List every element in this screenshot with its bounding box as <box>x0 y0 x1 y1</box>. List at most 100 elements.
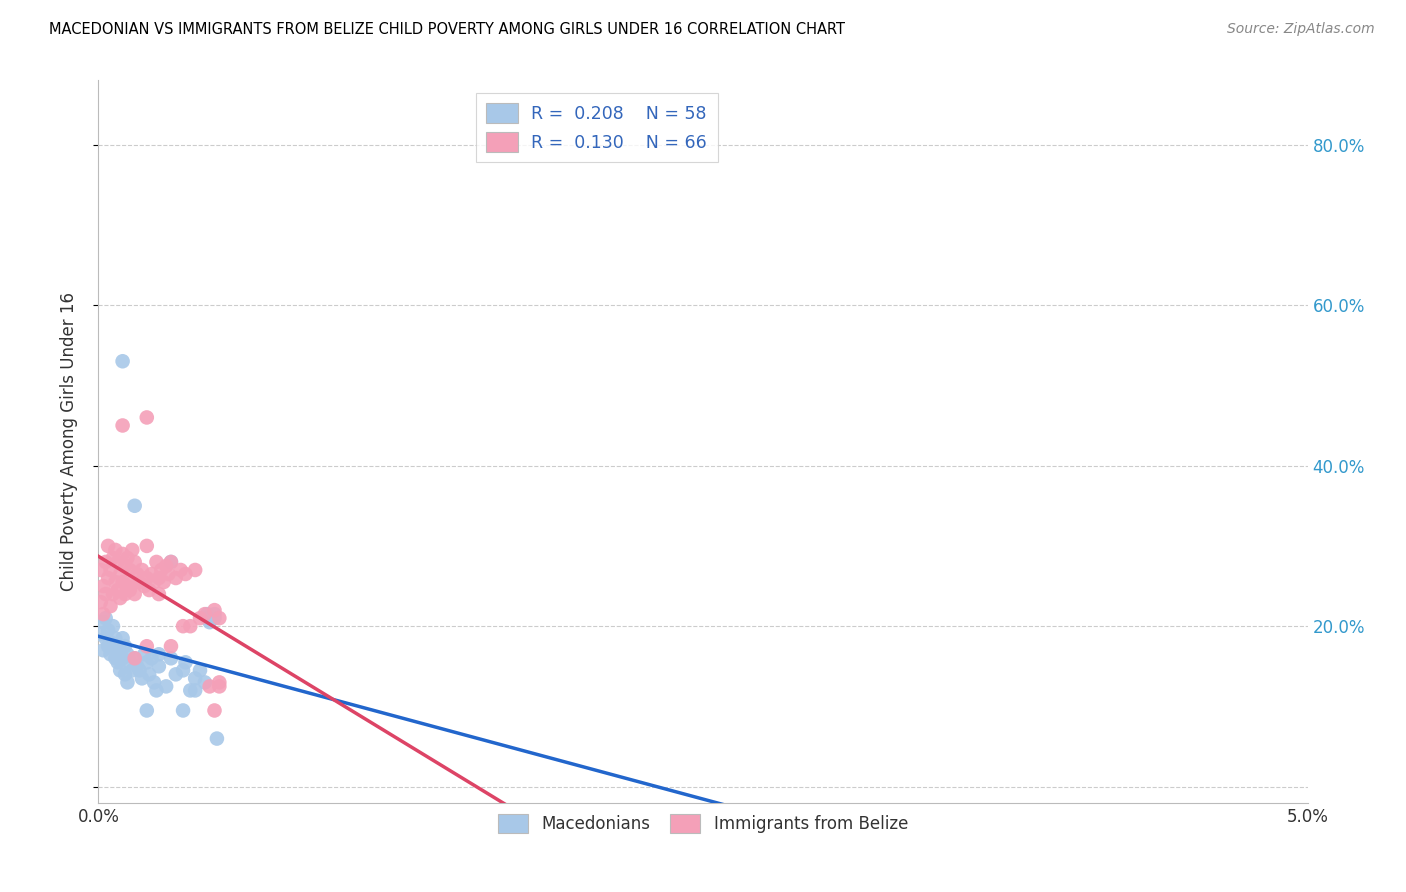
Point <box>155 558 177 573</box>
Point <box>204 603 226 617</box>
Point <box>127 659 149 673</box>
Point <box>184 683 207 698</box>
Point <box>104 632 127 646</box>
Point <box>204 607 226 621</box>
Point <box>174 567 197 582</box>
Point <box>204 703 226 717</box>
Point <box>134 579 156 593</box>
Point <box>138 583 160 598</box>
Point <box>208 611 231 625</box>
Text: Source: ZipAtlas.com: Source: ZipAtlas.com <box>1227 22 1375 37</box>
Point <box>128 664 150 678</box>
Point <box>131 563 153 577</box>
Point <box>101 639 124 653</box>
Point <box>114 558 136 573</box>
Point <box>208 680 231 694</box>
Point <box>111 354 134 368</box>
Point <box>204 611 226 625</box>
Point <box>97 571 120 585</box>
Point <box>118 563 141 577</box>
Point <box>108 643 131 657</box>
Point <box>107 555 129 569</box>
Point <box>121 574 143 589</box>
Point <box>100 599 122 614</box>
Point <box>114 667 136 681</box>
Point <box>148 659 170 673</box>
Point <box>148 648 170 662</box>
Point <box>118 655 141 669</box>
Point <box>117 648 139 662</box>
Point <box>160 651 183 665</box>
Point <box>141 567 163 582</box>
Point <box>108 591 131 606</box>
Point <box>111 418 134 433</box>
Point <box>124 587 146 601</box>
Point <box>188 664 211 678</box>
Point <box>165 571 187 585</box>
Point <box>117 675 139 690</box>
Point <box>114 639 136 653</box>
Point <box>100 648 122 662</box>
Point <box>127 567 149 582</box>
Point <box>160 555 183 569</box>
Point <box>101 551 124 566</box>
Point <box>195 611 218 625</box>
Point <box>124 499 146 513</box>
Point <box>143 675 166 690</box>
Point <box>91 615 114 630</box>
Point <box>108 664 131 678</box>
Point <box>100 635 122 649</box>
Point <box>117 579 139 593</box>
Point <box>148 571 170 585</box>
Point <box>195 607 218 621</box>
Point <box>101 619 124 633</box>
Point <box>155 680 177 694</box>
Point <box>135 410 157 425</box>
Point <box>104 542 127 557</box>
Point <box>141 651 163 665</box>
Point <box>117 551 139 566</box>
Point <box>94 611 117 625</box>
Point <box>111 547 134 561</box>
Point <box>172 703 194 717</box>
Legend: Macedonians, Immigrants from Belize: Macedonians, Immigrants from Belize <box>489 805 917 841</box>
Point <box>160 639 183 653</box>
Text: MACEDONIAN VS IMMIGRANTS FROM BELIZE CHILD POVERTY AMONG GIRLS UNDER 16 CORRELAT: MACEDONIAN VS IMMIGRANTS FROM BELIZE CHI… <box>49 22 845 37</box>
Point <box>94 632 117 646</box>
Point <box>121 664 143 678</box>
Point <box>104 651 127 665</box>
Point <box>100 563 122 577</box>
Point <box>135 571 157 585</box>
Point <box>208 675 231 690</box>
Point <box>172 664 194 678</box>
Point <box>107 583 129 598</box>
Point <box>90 595 112 609</box>
Point <box>145 555 167 569</box>
Point <box>150 563 173 577</box>
Point <box>107 655 129 669</box>
Point <box>169 563 191 577</box>
Point <box>148 587 170 601</box>
Point <box>157 567 180 582</box>
Point <box>108 567 131 582</box>
Point <box>128 574 150 589</box>
Point <box>165 667 187 681</box>
Point <box>97 623 120 637</box>
Point <box>134 648 156 662</box>
Point <box>172 619 194 633</box>
Point <box>152 574 174 589</box>
Point <box>194 675 217 690</box>
Point <box>97 639 120 653</box>
Point <box>188 611 211 625</box>
Point <box>118 583 141 598</box>
Point <box>143 574 166 589</box>
Point <box>135 655 157 669</box>
Point <box>174 655 197 669</box>
Point <box>111 632 134 646</box>
Point <box>135 703 157 717</box>
Point <box>121 542 143 557</box>
Point <box>184 671 207 685</box>
Point <box>205 731 228 746</box>
Point <box>107 639 129 653</box>
Y-axis label: Child Poverty Among Girls Under 16: Child Poverty Among Girls Under 16 <box>59 292 77 591</box>
